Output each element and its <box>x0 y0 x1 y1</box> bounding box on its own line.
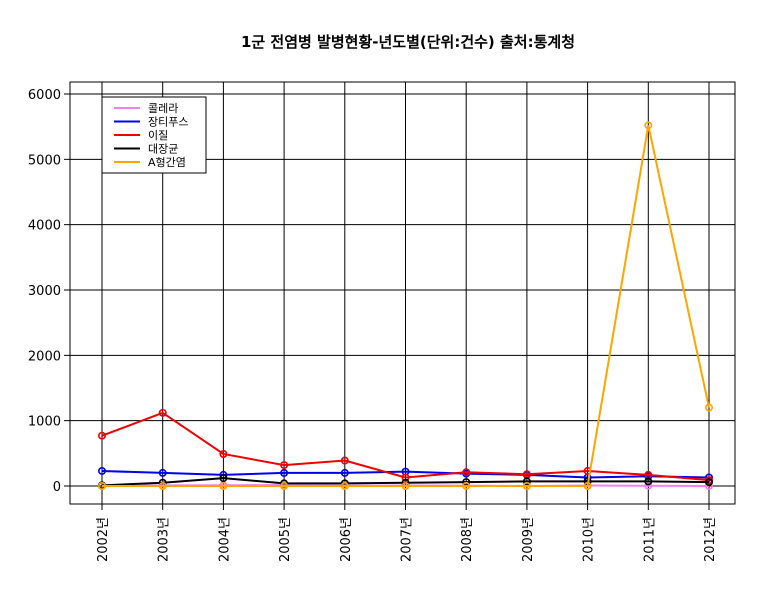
data-point <box>522 481 531 490</box>
data-point <box>340 456 349 465</box>
series-4 <box>98 121 713 490</box>
data-point <box>98 466 107 475</box>
x-tick-label: 2007년 <box>400 517 415 562</box>
legend-label: A형간염 <box>148 156 186 169</box>
data-point <box>340 468 349 477</box>
y-tick-label: 6000 <box>28 88 61 103</box>
x-tick-label: 2005년 <box>278 517 293 562</box>
data-point <box>158 408 167 417</box>
data-point <box>462 468 471 477</box>
data-point <box>280 468 289 477</box>
data-point <box>219 449 228 458</box>
series-lines <box>98 121 713 490</box>
y-tick-label: 3000 <box>28 284 61 299</box>
data-point <box>704 478 713 487</box>
chart-title: 1군 전염병 발병현황-년도별(단위:건수) 출처:통계청 <box>241 33 575 51</box>
x-tick-label: 2010년 <box>582 517 597 562</box>
data-point <box>583 481 592 490</box>
data-point <box>158 468 167 477</box>
data-point <box>644 477 653 486</box>
legend-label: 콜레라 <box>148 102 178 115</box>
legend-label: 장티푸스 <box>148 116 188 129</box>
x-tick-label: 2002년 <box>96 517 111 562</box>
data-point <box>340 481 349 490</box>
x-tick-label: 2011년 <box>642 517 657 562</box>
data-point <box>401 481 410 490</box>
data-point <box>280 481 289 490</box>
legend-label: 대장균 <box>148 143 178 156</box>
y-tick-label: 2000 <box>28 349 61 364</box>
x-tick-label: 2004년 <box>217 517 232 562</box>
data-point <box>98 481 107 490</box>
data-point <box>704 473 713 482</box>
x-tick-label: 2008년 <box>460 517 475 562</box>
series-line <box>101 411 710 482</box>
data-point <box>462 481 471 490</box>
x-tick-label: 2006년 <box>339 517 354 562</box>
x-tick-label: 2012년 <box>703 517 718 562</box>
y-tick-label: 0 <box>53 480 61 495</box>
data-point <box>704 403 713 412</box>
data-point <box>158 481 167 490</box>
y-tick-label: 4000 <box>28 219 61 234</box>
data-point <box>401 473 410 482</box>
data-point <box>219 474 228 483</box>
y-tick-label: 1000 <box>28 415 61 430</box>
axes: 0 1000 2000 3000 4000 5000 6000 2002년 2003년 2004년… <box>28 81 736 562</box>
x-tick-label: 2009년 <box>521 517 536 562</box>
plot-frame <box>69 81 736 505</box>
data-point <box>522 477 531 486</box>
series-line <box>102 125 710 487</box>
y-tick-label: 5000 <box>28 153 61 168</box>
data-point <box>644 481 653 490</box>
series-line <box>101 469 710 479</box>
legend-label: 이질 <box>148 129 168 142</box>
data-point <box>219 481 228 490</box>
data-point <box>644 121 653 130</box>
data-point <box>98 431 107 440</box>
data-point <box>280 461 289 470</box>
x-tick-label: 2003년 <box>157 517 172 562</box>
